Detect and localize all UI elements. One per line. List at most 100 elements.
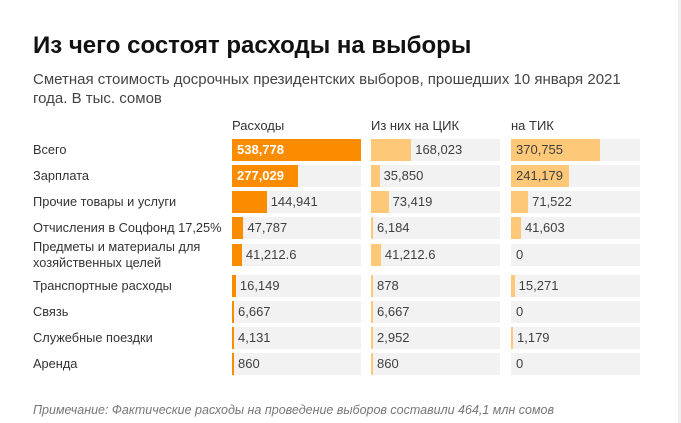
value-label: 73,419 <box>392 194 433 209</box>
bar-track: 6,184 <box>371 217 500 239</box>
value-label: 41,212.6 <box>245 247 297 262</box>
value-label: 35,850 <box>383 168 424 183</box>
value-label: 71,522 <box>532 194 572 209</box>
bar-track: 168,023 <box>371 139 500 161</box>
value-label: 0 <box>516 247 524 262</box>
bar <box>232 165 299 187</box>
bar-track: 47,787 <box>232 217 361 239</box>
bar <box>232 191 267 213</box>
value-label: 47,787 <box>247 220 288 235</box>
bar-track: 16,149 <box>232 275 361 297</box>
bar <box>371 139 412 161</box>
value-label: 538,778 <box>237 142 284 157</box>
value-label: 41,212.6 <box>384 247 436 262</box>
bar <box>371 353 373 375</box>
value-label: 15,271 <box>518 278 559 293</box>
bar <box>371 217 373 239</box>
value-label: 6,184 <box>377 220 410 235</box>
bar-track: 370,755 <box>511 139 640 161</box>
category-label: Служебные поездки <box>33 330 153 345</box>
value-label: 1,179 <box>517 330 550 345</box>
category-label: Зарплата <box>33 168 90 183</box>
bar <box>232 301 234 323</box>
category-label: Аренда <box>33 356 78 371</box>
value-label: 277,029 <box>237 168 284 183</box>
bar <box>511 275 515 297</box>
bar-track: 41,212.6 <box>232 244 361 266</box>
value-label: 241,179 <box>516 168 563 183</box>
bar-track: 6,667 <box>232 301 361 323</box>
bar <box>511 217 521 239</box>
column-header-tik: на ТИК <box>511 118 554 133</box>
bar-track: 41,603 <box>511 217 640 239</box>
category-label: Отчисления в Соцфонд 17,25% <box>33 220 222 235</box>
bar <box>511 191 529 213</box>
table-row: Зарплата 277,029 35,850 241,179 <box>33 165 640 187</box>
table-row: Служебные поездки 4,131 2,952 1,179 <box>33 327 640 349</box>
table-row: Связь 6,667 6,667 0 <box>33 301 640 323</box>
category-label: Прочие товары и услуги <box>33 194 177 209</box>
value-label: 168,023 <box>415 142 463 157</box>
bar-track: 71,522 <box>511 191 640 213</box>
bar <box>371 327 373 349</box>
category-label: Предметы и материалы для хозяйственных ц… <box>33 239 201 270</box>
value-label: 41,603 <box>524 220 565 235</box>
bar-track: 1,179 <box>511 327 640 349</box>
category-label: Транспортные расходы <box>33 278 172 293</box>
bar <box>232 217 244 239</box>
value-label: 878 <box>377 278 399 293</box>
bar-track: 41,212.6 <box>371 244 500 266</box>
category-label: Всего <box>33 142 67 157</box>
value-label: 6,667 <box>377 304 410 319</box>
value-label: 860 <box>377 356 399 371</box>
value-label: 4,131 <box>238 330 271 345</box>
bar-track: 73,419 <box>371 191 500 213</box>
bar-track: 0 <box>511 301 640 323</box>
bar <box>371 244 381 266</box>
table-row: Всего 538,778 168,023 370,755 <box>33 139 640 161</box>
right-edge-strip <box>678 0 681 423</box>
value-label: 144,941 <box>270 194 318 209</box>
bar-track: 538,778 <box>232 139 361 161</box>
bar-track: 144,941 <box>232 191 361 213</box>
table-row: Аренда 860 860 0 <box>33 353 640 375</box>
value-label: 6,667 <box>238 304 271 319</box>
bar <box>232 275 236 297</box>
bar <box>232 244 242 266</box>
bar-track: 4,131 <box>232 327 361 349</box>
value-label: 370,755 <box>516 142 563 157</box>
bar-track: 6,667 <box>371 301 500 323</box>
bar-track: 277,029 <box>232 165 361 187</box>
bar <box>511 327 513 349</box>
value-label: 0 <box>516 356 524 371</box>
bar <box>371 191 389 213</box>
bar <box>371 275 373 297</box>
value-label: 860 <box>238 356 260 371</box>
value-label: 16,149 <box>239 278 280 293</box>
bar-track: 15,271 <box>511 275 640 297</box>
bar-table: Всего 538,778 168,023 370,755 Зарплата 277,02… <box>33 139 640 379</box>
bar-track: 0 <box>511 353 640 375</box>
bar-track: 35,850 <box>371 165 500 187</box>
bar <box>232 353 234 375</box>
bar <box>371 165 380 187</box>
chart-subtitle: Сметная стоимость досрочных президентски… <box>33 71 621 107</box>
value-label: 2,952 <box>377 330 410 345</box>
table-row: Отчисления в Соцфонд 17,25% 47,787 6,184 41… <box>33 217 640 239</box>
column-header-expenses: Расходы <box>232 118 285 133</box>
footnote: Примечание: Фактические расходы на прове… <box>33 403 555 417</box>
bar <box>232 327 234 349</box>
column-header-cik: Из них на ЦИК <box>371 118 460 133</box>
chart-title: Из чего состоят расходы на выборы <box>33 32 472 59</box>
value-label: 0 <box>516 304 524 319</box>
table-row: Транспортные расходы 16,149 878 15,271 <box>33 275 640 297</box>
bar-track: 241,179 <box>511 165 640 187</box>
table-row: Предметы и материалы для хозяйственных ц… <box>33 239 640 270</box>
bar <box>371 301 373 323</box>
bar <box>232 139 361 161</box>
bar-track: 2,952 <box>371 327 500 349</box>
bar-track: 860 <box>371 353 500 375</box>
category-label: Связь <box>33 304 69 319</box>
bar-track: 878 <box>371 275 500 297</box>
bar <box>511 139 600 161</box>
